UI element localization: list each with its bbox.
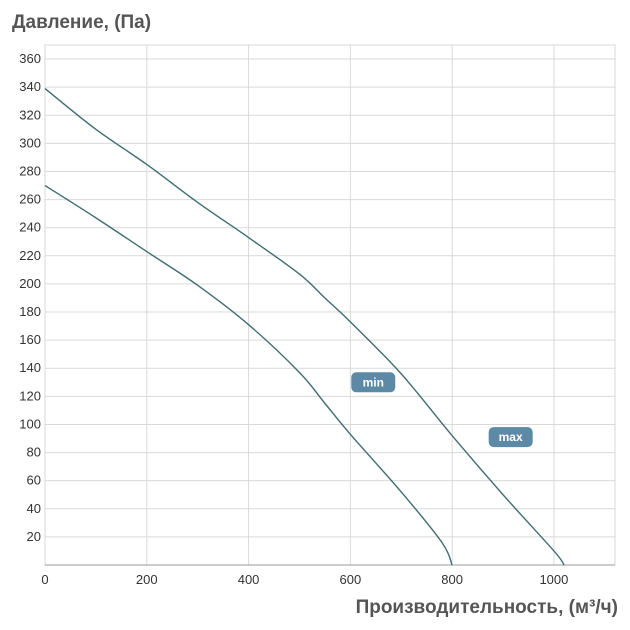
- series-line-min: [44, 184, 453, 566]
- series-badge-max: max: [488, 427, 533, 448]
- series-badge-min: min: [351, 372, 396, 393]
- y-tick-label: 40: [27, 501, 41, 516]
- y-tick-label: 80: [27, 445, 41, 460]
- badge-background: [351, 372, 396, 393]
- y-tick-label: 260: [19, 192, 41, 207]
- y-tick-label: 340: [19, 79, 41, 94]
- y-tick-label: 20: [27, 529, 41, 544]
- series-lines: [44, 88, 565, 566]
- y-tick-label: 180: [19, 304, 41, 319]
- series-label: min: [363, 375, 384, 389]
- y-tick-label: 140: [19, 360, 41, 375]
- y-tick-label: 200: [19, 276, 41, 291]
- x-tick-label: 800: [441, 572, 463, 587]
- y-tick-label: 280: [19, 163, 41, 178]
- x-tick-label: 0: [41, 572, 48, 587]
- y-axis-title: Давление, (Па): [12, 12, 151, 33]
- x-tick-label: 600: [340, 572, 362, 587]
- x-axis-title: Производительность, (м³/ч): [356, 597, 618, 618]
- x-tick-label: 200: [136, 572, 158, 587]
- y-tick-label: 60: [27, 473, 41, 488]
- plot-frame: [44, 44, 616, 566]
- series-line-max: [44, 88, 565, 566]
- y-tick-label: 360: [19, 51, 41, 66]
- x-tick-label: 400: [238, 572, 260, 587]
- y-tick-label: 300: [19, 135, 41, 150]
- badge-background: [488, 427, 533, 448]
- y-tick-label: 120: [19, 388, 41, 403]
- y-tick-label: 100: [19, 416, 41, 431]
- series-label: max: [499, 430, 523, 444]
- y-tick-label: 220: [19, 248, 41, 263]
- y-tick-label: 240: [19, 220, 41, 235]
- y-tick-label: 160: [19, 332, 41, 347]
- tick-labels: 20 40 60 80 100 120 140 160 180 200 220 240 260 280 30…: [19, 51, 568, 587]
- y-tick-label: 320: [19, 107, 41, 122]
- series-labels: min max: [351, 372, 533, 448]
- x-tick-label: 1000: [539, 572, 568, 587]
- grid: [44, 44, 616, 566]
